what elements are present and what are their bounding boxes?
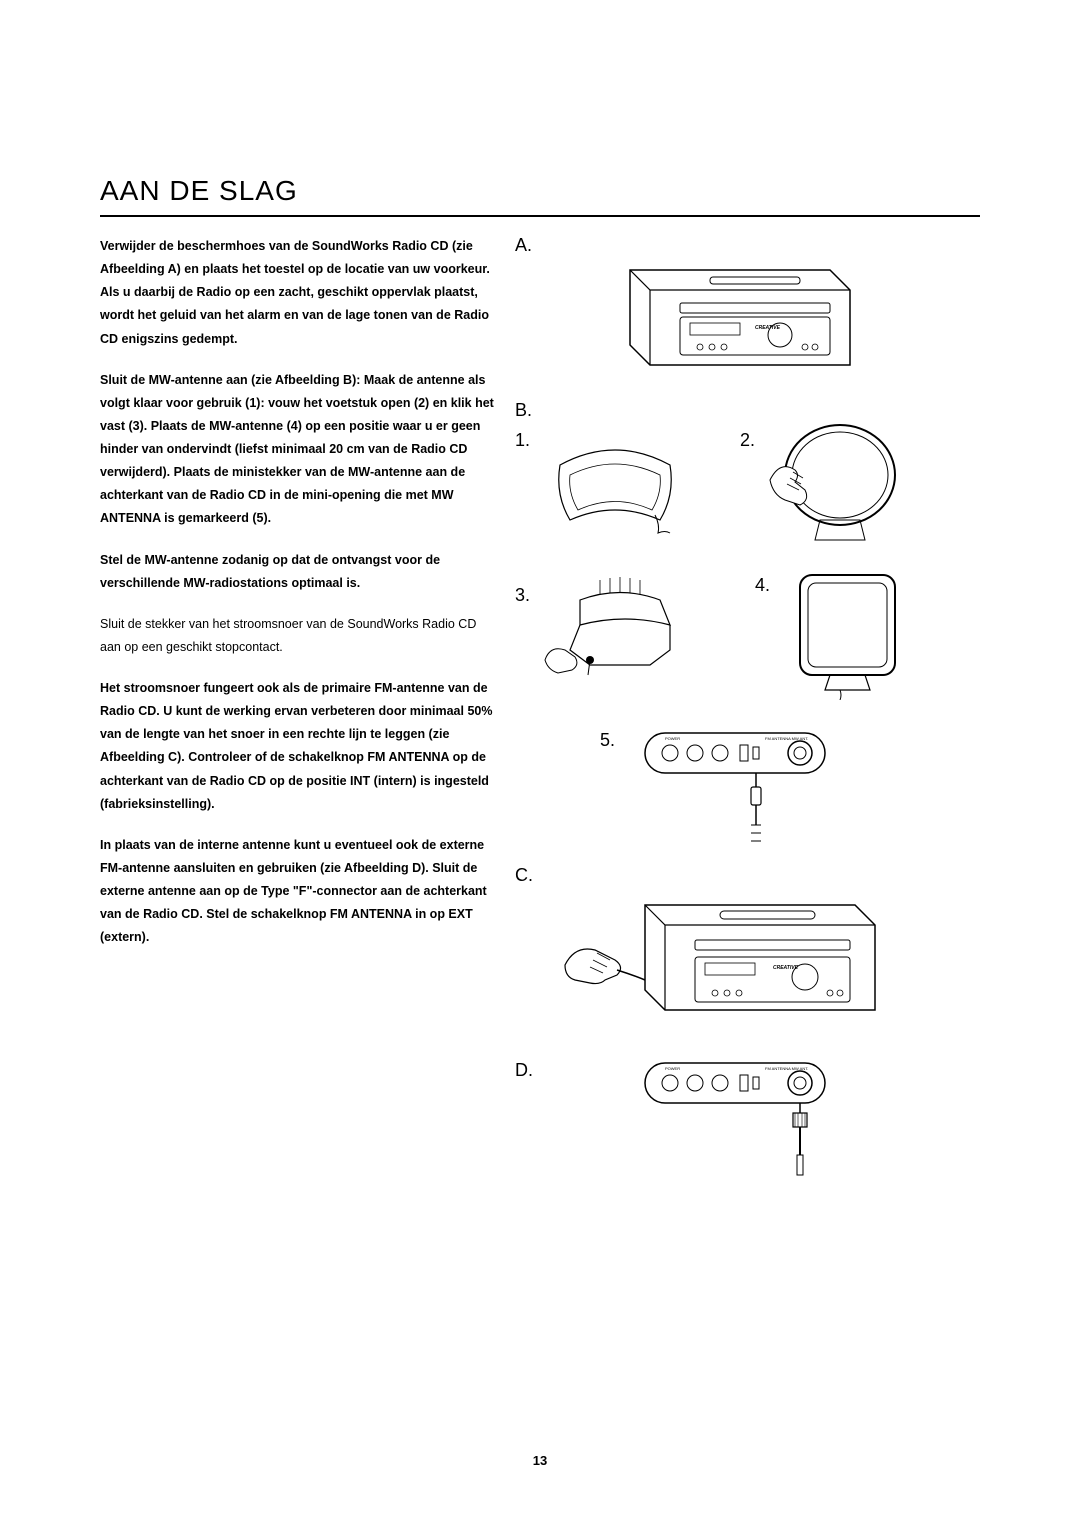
svg-text:CREATIVE: CREATIVE	[773, 965, 799, 971]
figure-label-c: C.	[515, 865, 533, 886]
paragraph-4: Sluit de stekker van het stroomsnoer van…	[100, 613, 495, 659]
svg-text:FM ANTENNA MW ANT.: FM ANTENNA MW ANT.	[765, 736, 808, 741]
page-title: AAN DE SLAG	[100, 175, 980, 207]
figure-d-illustration: POWER FM ANTENNA MW ANT.	[635, 1055, 835, 1185]
sub-label-2: 2.	[740, 430, 755, 451]
figure-label-d: D.	[515, 1060, 533, 1081]
paragraph-3: Stel de MW-antenne zodanig op dat de ont…	[100, 549, 495, 595]
title-rule	[100, 215, 980, 217]
sub-label-1: 1.	[515, 430, 530, 451]
sub-label-4: 4.	[755, 575, 770, 596]
figure-b4-illustration	[780, 565, 915, 700]
paragraph-2: Sluit de MW-antenne aan (zie Afbeelding …	[100, 369, 495, 531]
svg-text:POWER: POWER	[665, 736, 680, 741]
text-column: Verwijder de beschermhoes van de SoundWo…	[100, 235, 495, 967]
paragraph-1: Verwijder de beschermhoes van de SoundWo…	[100, 235, 495, 351]
figure-column: A.	[515, 235, 980, 967]
content-columns: Verwijder de beschermhoes van de SoundWo…	[100, 235, 980, 967]
page-number: 13	[0, 1453, 1080, 1468]
sub-label-5: 5.	[600, 730, 615, 751]
svg-text:POWER: POWER	[665, 1066, 680, 1071]
figure-c-illustration: CREATIVE	[555, 885, 885, 1035]
svg-text:FM ANTENNA MW ANT.: FM ANTENNA MW ANT.	[765, 1066, 808, 1071]
figure-b3-illustration	[540, 575, 700, 685]
figure-b2-illustration	[765, 420, 915, 550]
paragraph-6: In plaats van de interne antenne kunt u …	[100, 834, 495, 950]
sub-label-3: 3.	[515, 585, 530, 606]
figure-label-a: A.	[515, 235, 532, 256]
paragraph-5: Het stroomsnoer fungeert ook als de prim…	[100, 677, 495, 816]
figure-label-b: B.	[515, 400, 532, 421]
svg-text:CREATIVE: CREATIVE	[755, 325, 781, 331]
figure-b1-illustration	[540, 425, 690, 545]
figure-a-illustration: CREATIVE	[600, 235, 860, 375]
figure-b5-illustration: POWER FM ANTENNA MW ANT.	[635, 725, 835, 855]
